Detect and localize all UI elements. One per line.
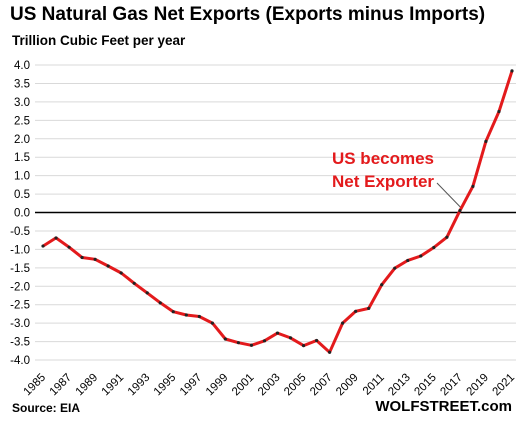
data-point [184,313,188,317]
data-point [54,236,58,240]
data-point [328,350,332,354]
data-point [432,245,436,250]
y-tick-label: 1.5 [14,152,30,164]
data-point [223,337,227,341]
data-point [67,245,71,249]
y-tick-label: -0.5 [10,226,30,238]
annotation-line-1: US becomes [332,149,434,168]
data-point [471,184,475,188]
data-point [288,336,293,340]
y-tick-label: 0.0 [14,208,30,220]
data-point [380,283,384,287]
x-tick-label: 2001 [230,372,257,399]
data-point [158,301,162,305]
x-tick-label: 2019 [464,372,491,399]
gridlines [35,64,516,361]
data-point [93,257,97,261]
data-point [458,209,462,213]
x-tick-label: 1995 [152,372,179,399]
chart-subtitle: Trillion Cubic Feet per year [12,33,186,48]
x-tick-label: 2011 [361,372,387,398]
x-tick-label: 2003 [256,372,283,399]
y-tick-label: 3.5 [14,78,30,90]
data-point [171,310,175,314]
y-tick-label: -4.0 [10,355,30,367]
y-tick-label: -3.5 [10,337,30,349]
data-point [406,258,410,263]
x-tick-label: 2013 [386,372,413,399]
y-axis-ticks: 4.0 3.5 3.0 2.5 2.0 1.5 1.0 0.5 0.0 -0.5 -1.0 -1.5 -… [10,60,30,367]
y-tick-label: 2.0 [14,134,30,146]
data-point [145,291,149,295]
y-tick-label: -1.5 [10,263,30,275]
y-tick-label: -1.0 [10,244,30,256]
data-point [106,264,110,268]
y-tick-label: 3.0 [14,97,30,109]
data-point [445,235,449,239]
x-tick-label: 1997 [178,372,205,399]
x-tick-label: 1987 [48,372,75,399]
data-points [41,69,514,354]
annotation-arrow [436,182,462,209]
data-point [301,344,306,348]
x-tick-label: 1999 [204,372,231,399]
data-point [393,266,397,270]
data-point [132,281,136,285]
annotation-line-2: Net Exporter [332,172,434,191]
data-point [236,341,241,345]
data-point [41,244,45,248]
data-point [275,331,280,335]
data-point [367,306,371,310]
y-tick-label: -2.5 [10,300,30,312]
y-tick-label: -3.0 [10,318,30,330]
source-label: Source: EIA [12,401,81,415]
chart-title: US Natural Gas Net Exports (Exports minu… [10,4,486,25]
data-point [510,69,514,73]
data-point [484,139,488,143]
data-point [119,271,123,275]
brand-logo-text: WOLFSTREET.com [375,398,512,415]
x-tick-label: 1989 [74,372,101,399]
x-tick-label: 1991 [100,372,127,399]
x-tick-label: 2007 [308,372,335,399]
data-point [341,321,345,325]
x-tick-label: 1993 [126,372,153,399]
data-point [497,109,501,114]
data-point [354,309,358,313]
data-point [249,343,254,347]
series-line-net-exports [42,70,514,354]
x-tick-label: 2015 [412,372,439,399]
data-point [419,254,423,258]
x-tick-label: 2017 [438,372,465,399]
data-point [210,321,214,325]
y-tick-label: 1.0 [14,171,30,183]
y-tick-label: 0.5 [14,189,30,201]
x-tick-label: 2021 [491,372,518,399]
x-tick-label: 2009 [334,372,361,399]
x-tick-label: 1985 [22,372,49,399]
x-axis-ticks: 1985 1987 1989 1991 1993 1995 1997 1999 2001 2003… [22,372,518,399]
y-tick-label: -2.0 [10,281,30,293]
y-tick-label: 4.0 [14,60,30,72]
data-point [197,314,201,319]
data-point [262,339,267,343]
x-tick-label: 2005 [282,372,309,399]
data-point [80,255,84,260]
data-point [314,338,319,343]
y-tick-label: 2.5 [14,115,30,127]
